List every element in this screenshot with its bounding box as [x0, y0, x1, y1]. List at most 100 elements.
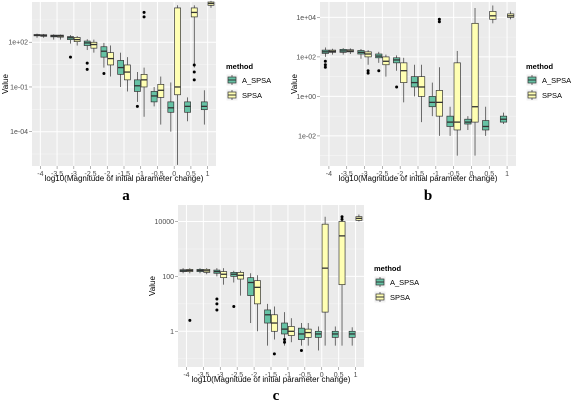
- box-A_SPSA--3.5: [50, 34, 58, 40]
- outlier-point: [215, 297, 219, 301]
- box-A_SPSA--3: [213, 268, 221, 312]
- legend: method A_SPSA SPSA: [525, 62, 571, 102]
- box-SPSA--0.5: [453, 50, 461, 156]
- outlier-point: [323, 63, 327, 67]
- box-iqr: [304, 328, 312, 338]
- outlier-point: [192, 70, 196, 74]
- x-tick-label: -1.5: [118, 171, 130, 178]
- outlier-point: [142, 10, 146, 14]
- box-A_SPSA--3.5: [196, 268, 204, 274]
- outlier-point: [340, 217, 344, 221]
- box-iqr: [90, 41, 98, 49]
- box-iqr: [338, 221, 346, 286]
- box-SPSA--2: [400, 57, 408, 103]
- box-A_SPSA--2: [100, 42, 108, 76]
- outlier-point: [215, 308, 219, 312]
- legend: method A_SPSA SPSA: [225, 62, 271, 102]
- x-axis-label: log10(Magnitude of initial parameter cha…: [45, 174, 204, 183]
- legend-entry-label: SPSA: [242, 91, 262, 100]
- legend-entry-label: A_SPSA: [242, 76, 271, 85]
- outlier-point: [395, 85, 399, 89]
- x-tick-label: -3: [71, 171, 77, 178]
- x-tick-label: -2: [104, 171, 110, 178]
- y-axis-label: Value: [148, 276, 157, 296]
- box-SPSA-0: [174, 5, 181, 165]
- box-SPSA--0.5: [304, 323, 312, 346]
- outlier-point: [68, 55, 72, 59]
- box-iqr: [247, 277, 255, 296]
- outlier-point: [299, 348, 303, 352]
- x-tick-label: -3.5: [341, 171, 353, 178]
- x-tick-label: -1.5: [412, 171, 424, 178]
- box-iqr: [184, 101, 191, 113]
- outlier-point: [377, 69, 381, 73]
- box-iqr: [150, 91, 158, 103]
- outlier-point: [323, 65, 327, 69]
- x-tick-label: -2.5: [85, 171, 97, 178]
- box-SPSA--3: [73, 36, 81, 46]
- outlier-point: [232, 305, 236, 309]
- box-A_SPSA-0: [314, 326, 322, 351]
- legend-entry-label: A_SPSA: [390, 278, 419, 287]
- legend-title: method: [374, 264, 402, 273]
- box-A_SPSA--1.5: [117, 52, 125, 87]
- box-A_SPSA--0.5: [150, 86, 158, 107]
- box-A_SPSA--2.5: [230, 270, 238, 309]
- box-A_SPSA--3.5: [339, 48, 347, 55]
- y-tick-label: 1e-04: [10, 129, 28, 136]
- x-tick-label: 0.5: [186, 171, 196, 178]
- outlier-point: [283, 338, 287, 342]
- outlier-point: [142, 15, 146, 19]
- box-iqr: [453, 62, 461, 131]
- box-A_SPSA--2: [393, 55, 401, 89]
- x-axis-label: log10(Magnitude of initial parameter cha…: [339, 174, 498, 183]
- box-A_SPSA-0.5: [331, 326, 339, 346]
- x-tick-label: -1: [433, 171, 439, 178]
- outlier-point: [283, 340, 287, 344]
- y-tick-label: 1e-02: [298, 133, 316, 140]
- x-tick-label: 1: [354, 372, 358, 379]
- y-tick-label: 1e+04: [296, 15, 316, 22]
- outlier-point: [272, 352, 276, 356]
- box-SPSA--1: [287, 318, 295, 343]
- y-tick-label: 10000: [155, 219, 175, 226]
- x-tick-label: -4: [37, 171, 43, 178]
- x-tick-label: -2.5: [376, 171, 388, 178]
- box-A_SPSA--3: [67, 35, 74, 59]
- y-tick-label: 1e+02: [296, 54, 316, 61]
- box-SPSA--2.5: [382, 54, 390, 77]
- box-iqr: [174, 7, 181, 96]
- y-tick-label: 1e+00: [296, 94, 316, 101]
- box-SPSA--3.5: [346, 48, 354, 54]
- box-SPSA--2: [107, 45, 114, 77]
- box-A_SPSA--3: [357, 49, 365, 59]
- box-SPSA--1: [435, 17, 443, 136]
- y-tick-label: 1e-01: [10, 84, 28, 91]
- x-tick-label: -3.5: [197, 372, 209, 379]
- box-A_SPSA--2.5: [83, 39, 91, 71]
- box-SPSA--2.5: [237, 270, 244, 296]
- outlier-point: [366, 71, 370, 75]
- outlier-point: [188, 318, 192, 322]
- box-SPSA--1.5: [123, 57, 131, 92]
- legend-entry-label: SPSA: [542, 91, 562, 100]
- box-iqr: [167, 101, 175, 113]
- x-tick-label: 1: [206, 171, 210, 178]
- box-A_SPSA--4: [179, 268, 187, 274]
- box-A_SPSA-0.5: [482, 106, 490, 136]
- box-A_SPSA--0.5: [446, 106, 454, 136]
- box-SPSA-0: [471, 7, 479, 156]
- x-tick-label: -2: [251, 372, 257, 379]
- x-tick-label: -4: [183, 372, 189, 379]
- box-SPSA--2: [254, 275, 261, 332]
- x-tick-label: -1: [285, 372, 291, 379]
- panel-letter: a: [122, 188, 130, 204]
- box-SPSA-1: [507, 11, 515, 20]
- box-A_SPSA-0: [167, 82, 175, 132]
- outlier-point: [366, 69, 370, 73]
- box-iqr: [428, 96, 436, 108]
- box-iqr: [264, 309, 272, 324]
- x-tick-label: -1: [138, 171, 144, 178]
- box-A_SPSA--4: [321, 47, 329, 69]
- box-iqr: [446, 115, 454, 127]
